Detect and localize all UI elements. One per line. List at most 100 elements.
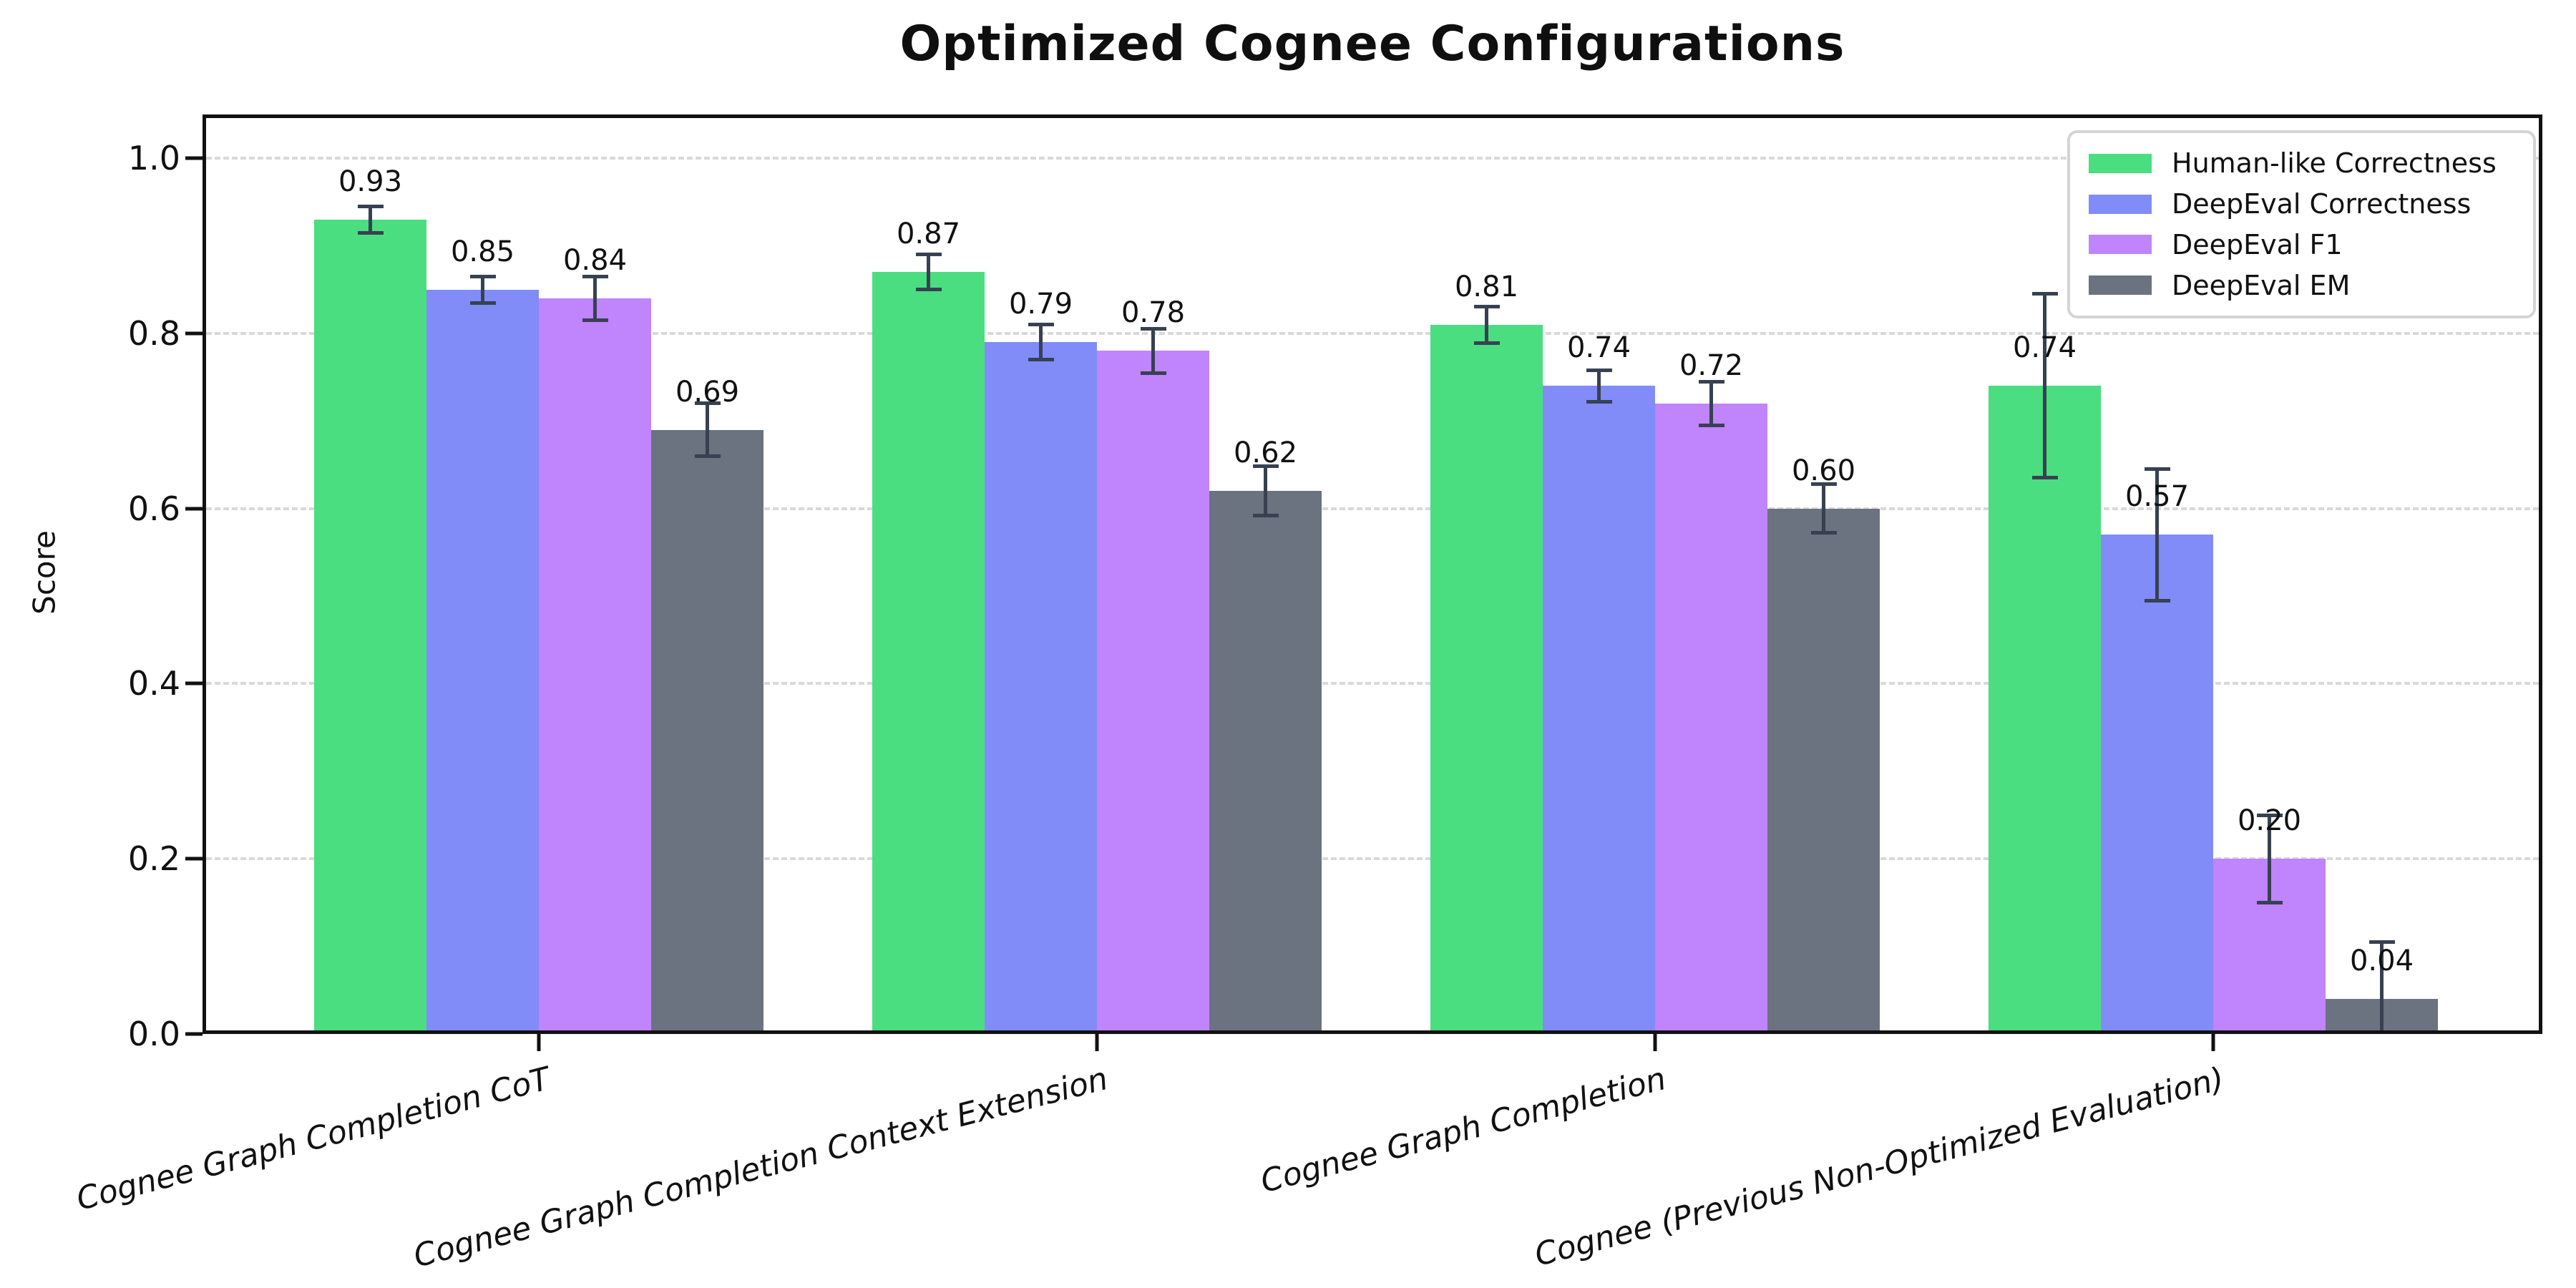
- bar-value-label: 0.62: [1233, 436, 1298, 470]
- error-bar-whisker: [2380, 942, 2384, 1030]
- bar-value-label: 0.60: [1791, 454, 1856, 487]
- error-bar-cap-bottom: [1810, 531, 1837, 535]
- error-bar-cap-top: [694, 401, 721, 406]
- bar-deepeval-em-g0: [651, 429, 763, 1030]
- error-bar-cap-top: [582, 274, 608, 278]
- error-bar-cap-bottom: [2256, 900, 2283, 904]
- error-bar-cap-bottom: [1473, 341, 1500, 345]
- bar-human-like-correctness-g3: [1989, 386, 2101, 1030]
- error-bar-cap-top: [1140, 327, 1166, 331]
- bar-deepeval-correctness-g3: [2101, 535, 2213, 1030]
- error-bar-whisker: [927, 254, 930, 290]
- error-bar-cap-bottom: [469, 301, 496, 305]
- error-bar-cap-top: [2256, 813, 2283, 817]
- bar-value-label: 0.93: [338, 165, 403, 198]
- legend-item-2: DeepEval F1: [2089, 229, 2514, 260]
- error-bar-cap-top: [1252, 464, 1279, 469]
- error-bar-cap-bottom: [2144, 598, 2170, 602]
- error-bar-cap-bottom: [1028, 358, 1054, 362]
- error-bar-whisker: [1151, 328, 1155, 374]
- error-bar-cap-bottom: [357, 230, 384, 235]
- legend-swatch-2: [2089, 235, 2152, 255]
- bar-value-label: 0.79: [1008, 288, 1073, 321]
- bar-value-label: 0.04: [2349, 945, 2414, 978]
- bar-value-label: 0.87: [896, 218, 961, 251]
- bar-deepeval-correctness-g1: [985, 342, 1097, 1030]
- legend-swatch-3: [2089, 275, 2152, 296]
- x-tick-label-2: Cognee Graph Completion: [1257, 1060, 1670, 1201]
- y-tick-mark: [185, 681, 203, 686]
- y-tick-label: 0.8: [127, 313, 180, 353]
- y-tick-label: 1.0: [127, 139, 180, 178]
- bar-value-label: 0.84: [562, 244, 628, 277]
- error-bar-cap-top: [1473, 304, 1500, 308]
- y-tick-label: 0.6: [127, 489, 180, 528]
- bar-value-label: 0.69: [675, 375, 740, 409]
- y-tick-mark: [185, 156, 203, 160]
- error-bar-cap-bottom: [694, 454, 721, 458]
- error-bar-cap-bottom: [1586, 399, 1612, 404]
- error-bar-whisker: [1709, 381, 1713, 426]
- y-tick-label: 0.2: [127, 839, 180, 879]
- x-tick-mark: [2211, 1034, 2215, 1051]
- error-bar-whisker: [2268, 815, 2271, 903]
- error-bar-cap-bottom: [915, 288, 942, 292]
- bar-value-label: 0.72: [1679, 348, 1744, 382]
- legend-swatch-0: [2089, 153, 2152, 173]
- bar-deepeval-f1-g1: [1097, 351, 1209, 1030]
- error-bar-whisker: [1039, 324, 1043, 360]
- error-bar-whisker: [2155, 469, 2159, 601]
- gridline-y-0.4: [206, 682, 2539, 686]
- error-bar-cap-top: [2031, 292, 2058, 296]
- error-bar-whisker: [2043, 293, 2046, 478]
- error-bar-cap-top: [469, 274, 496, 278]
- error-bar-cap-top: [915, 253, 942, 257]
- bar-deepeval-em-g2: [1767, 508, 1880, 1030]
- error-bar-cap-bottom: [1140, 371, 1166, 375]
- bar-deepeval-f1-g0: [539, 298, 651, 1030]
- bar-value-label: 0.57: [2124, 480, 2190, 514]
- error-bar-whisker: [1822, 484, 1825, 533]
- gridline-y-1.0: [206, 157, 2539, 160]
- error-bar-cap-top: [2368, 940, 2395, 944]
- bar-value-label: 0.78: [1121, 296, 1186, 330]
- y-tick-mark: [185, 331, 203, 336]
- x-tick-label-0: Cognee Graph Completion CoT: [72, 1060, 554, 1218]
- bar-human-like-correctness-g0: [314, 219, 426, 1030]
- error-bar-whisker: [1264, 466, 1267, 516]
- error-bar-cap-top: [1028, 323, 1054, 327]
- error-bar-whisker: [369, 206, 372, 233]
- legend-item-1: DeepEval Correctness: [2089, 188, 2514, 220]
- legend: Human-like Correctness DeepEval Correctne…: [2067, 130, 2536, 318]
- y-tick-mark: [185, 857, 203, 861]
- x-tick-mark: [537, 1034, 541, 1051]
- legend-item-3: DeepEval EM: [2089, 270, 2514, 301]
- legend-label-3: DeepEval EM: [2172, 269, 2351, 301]
- legend-item-0: Human-like Correctness: [2089, 147, 2514, 179]
- y-tick-mark: [185, 1032, 203, 1036]
- legend-label-0: Human-like Correctness: [2172, 147, 2497, 180]
- legend-label-1: DeepEval Correctness: [2172, 188, 2472, 220]
- bar-human-like-correctness-g1: [872, 272, 985, 1030]
- error-bar-cap-bottom: [1252, 514, 1279, 517]
- error-bar-whisker: [706, 403, 709, 457]
- bar-value-label: 0.81: [1454, 270, 1519, 303]
- gridline-y-0.2: [206, 857, 2539, 861]
- error-bar-cap-top: [1698, 379, 1724, 384]
- error-bar-whisker: [593, 276, 597, 321]
- y-tick-mark: [185, 507, 203, 511]
- x-tick-mark: [1095, 1034, 1099, 1051]
- error-bar-cap-bottom: [2031, 476, 2058, 480]
- bar-deepeval-em-g1: [1209, 491, 1322, 1030]
- error-bar-cap-top: [1810, 482, 1837, 486]
- gridline-y-0.6: [206, 507, 2539, 510]
- y-tick-label: 0.0: [127, 1015, 180, 1053]
- gridline-y-0.8: [206, 331, 2539, 335]
- bar-human-like-correctness-g2: [1430, 324, 1543, 1030]
- error-bar-cap-bottom: [582, 318, 608, 323]
- error-bar-cap-top: [1586, 368, 1612, 372]
- bar-deepeval-f1-g2: [1655, 403, 1767, 1030]
- x-tick-mark: [1653, 1034, 1657, 1051]
- bar-value-label: 0.74: [2012, 331, 2077, 365]
